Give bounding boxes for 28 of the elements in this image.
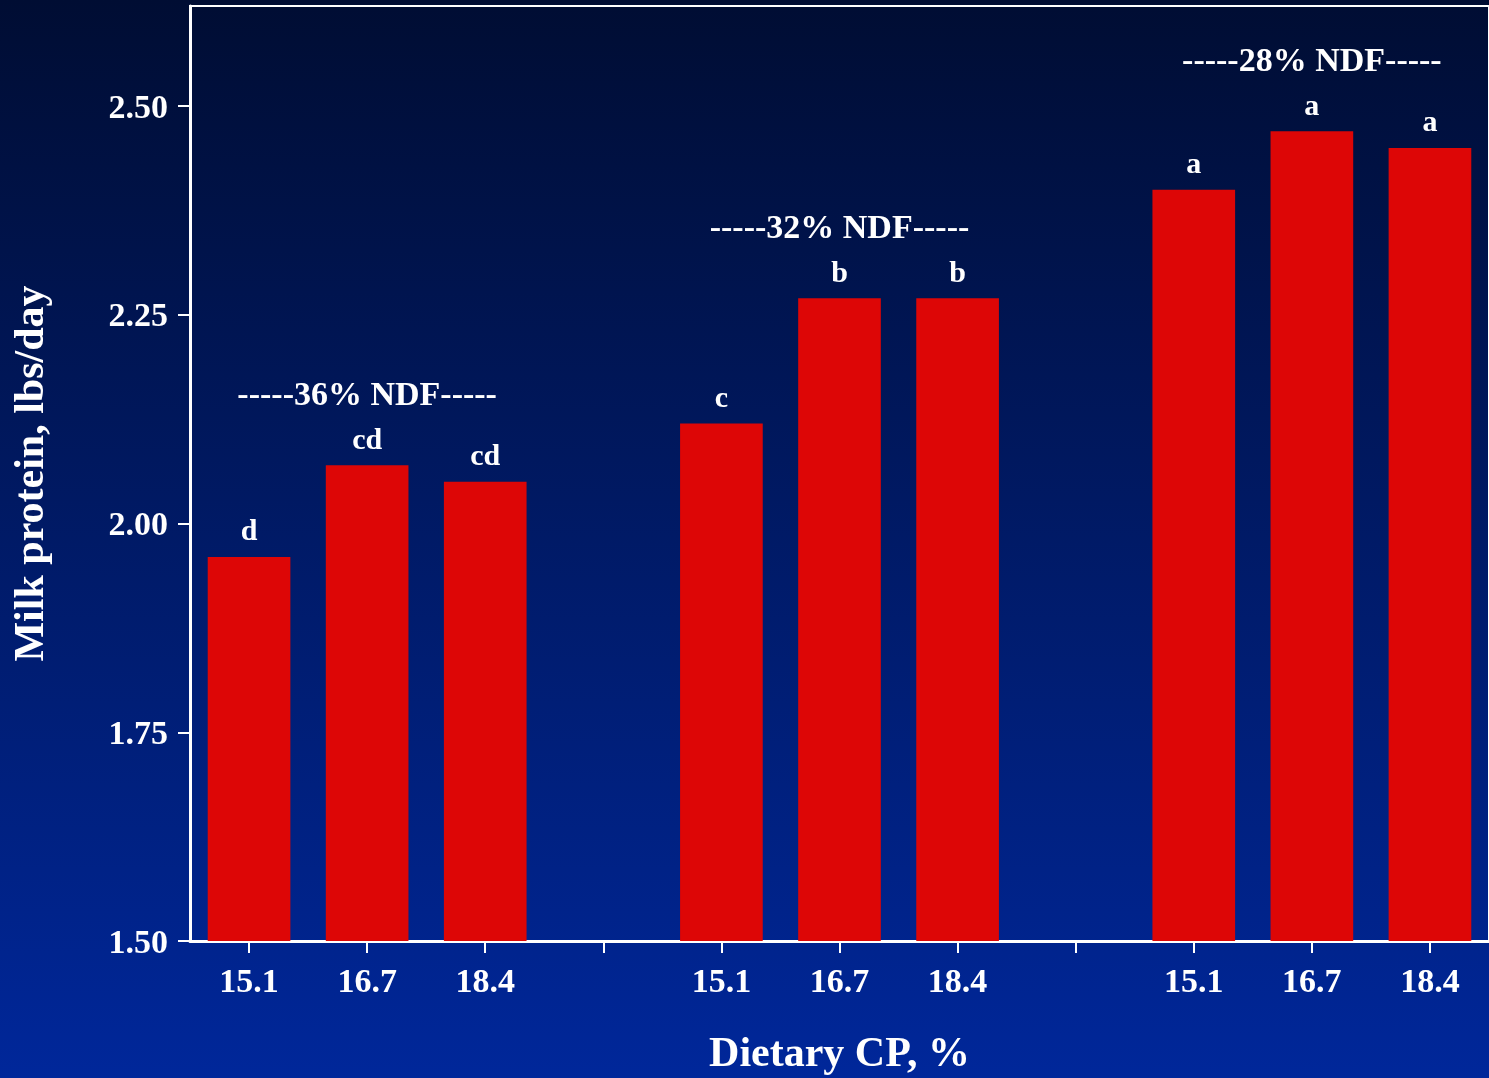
y-axis-title: Milk protein, lbs/day [6,285,52,662]
data-label: d [240,513,258,547]
x-tick-label: 16.7 [809,961,870,999]
annotation: -----36% NDF----- [237,374,497,412]
x-tick-label: 18.4 [455,961,515,999]
data-label: a [1186,146,1202,180]
data-label: a [1422,104,1438,138]
x-tick-label: 16.7 [337,961,397,999]
x-tick-label: 18.4 [927,961,988,999]
x-axis-title: Dietary CP, % [709,1029,970,1075]
y-tick-label: 1.50 [108,922,168,960]
data-label: cd [470,438,501,472]
x-tick-label: 15.1 [1164,961,1224,999]
y-tick-label: 2.25 [108,296,168,334]
x-tick-label: 18.4 [1400,961,1460,999]
y-tick-label: 2.00 [108,505,168,543]
annotation: -----32% NDF----- [709,207,970,245]
data-label: cd [352,421,383,455]
y-tick-label: 2.50 [108,87,168,125]
data-label: b [831,254,848,288]
data-label: c [714,379,729,413]
annotation: -----28% NDF----- [1182,40,1442,78]
data-label: a [1304,87,1320,121]
data-label: b [949,254,966,288]
x-tick-label: 15.1 [691,961,752,999]
y-tick-label: 1.75 [108,713,168,751]
x-tick-label: 16.7 [1282,961,1342,999]
x-tick-label: 15.1 [219,961,279,999]
